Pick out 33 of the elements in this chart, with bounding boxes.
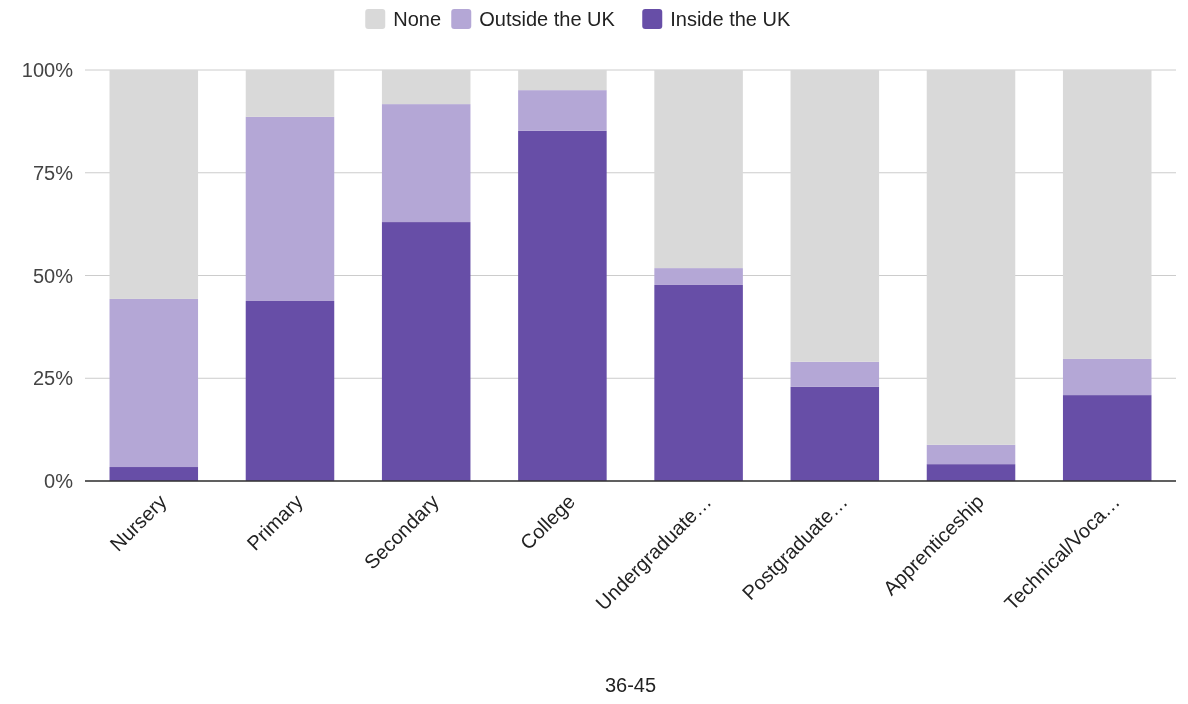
y-tick-label: 0% [44,470,74,492]
bar [654,284,743,481]
bar [109,298,199,468]
y-tick-label: 25% [32,367,74,390]
bar [381,104,471,223]
bar [245,70,335,117]
y-tick-label: 100% [21,59,74,81]
legend-label: Inside the UK [670,8,791,30]
bar [790,361,880,387]
legend-label: None [393,8,442,30]
bar [1062,70,1152,359]
bar [926,464,1016,481]
bar [245,300,335,481]
bar [790,386,880,481]
bar [245,116,335,301]
bar [109,467,199,481]
legend-label: Outside the UK [479,8,616,30]
y-tick-label: 50% [32,264,74,287]
bar [654,268,743,285]
bar [518,130,607,481]
bar [654,70,743,269]
y-tick-label: 75% [32,161,74,184]
bar [518,90,607,131]
bar [926,444,1016,465]
bar [381,70,471,105]
bar [1062,358,1152,396]
bar [790,70,880,362]
x-axis-title: 36-45 [604,674,657,696]
bar [109,70,199,299]
bar [381,222,471,481]
bar [926,70,1016,445]
bar [1062,395,1152,481]
bar [518,70,607,91]
